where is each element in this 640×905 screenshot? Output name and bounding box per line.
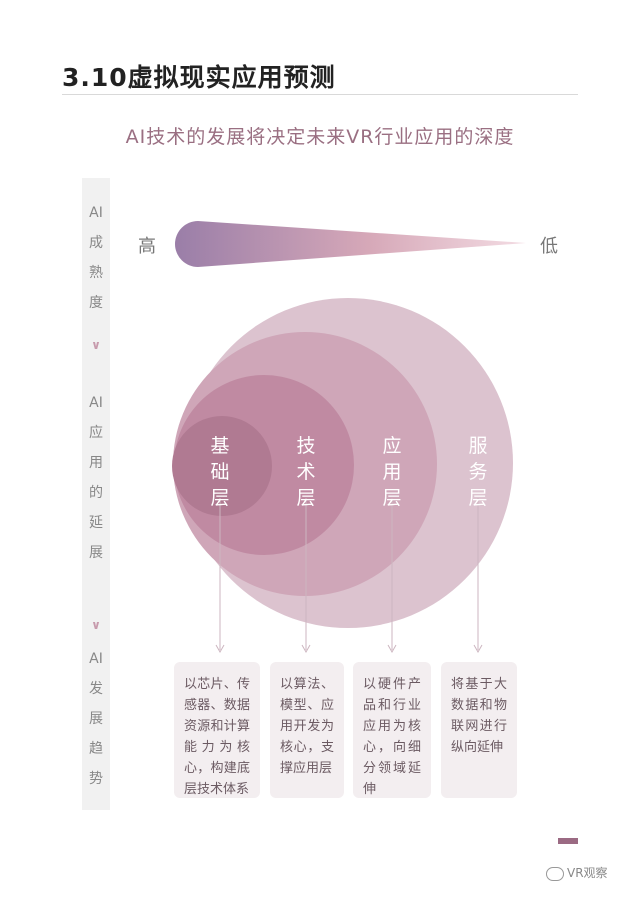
layer-char: 应 bbox=[382, 435, 402, 457]
connector-lines bbox=[215, 498, 483, 654]
description-box-technology: 以算法、模型、应用开发为核心，支撑应用层 bbox=[270, 662, 344, 798]
layer-char: 技 bbox=[296, 435, 316, 457]
watermark: VR观察 bbox=[546, 864, 608, 881]
label-char: 趋 bbox=[89, 741, 103, 757]
arrow-down-icon bbox=[387, 644, 397, 654]
label-char: 展 bbox=[89, 711, 103, 727]
layer-char: 术 bbox=[296, 461, 316, 483]
layer-label-technology: 技 术 层 bbox=[291, 433, 321, 511]
arrow-down-icon bbox=[473, 644, 483, 654]
chevron-down-icon: ∨ bbox=[91, 338, 101, 352]
layer-char: 础 bbox=[210, 461, 230, 483]
gradient-high-label: 高 bbox=[138, 236, 156, 257]
watermark-text: VR观察 bbox=[567, 866, 608, 880]
circle-foundation-layer bbox=[172, 416, 272, 516]
chevron-down-icon: ∨ bbox=[91, 618, 101, 632]
layer-label-application: 应 用 层 bbox=[377, 433, 407, 511]
gradient-low-label: 低 bbox=[540, 236, 558, 257]
page-title: 3.10虚拟现实应用预测 bbox=[62, 63, 336, 92]
description-box-foundation: 以芯片、传感器、数据资源和计算能力为核心，构建底层技术体系 bbox=[174, 662, 260, 798]
layer-char: 服 bbox=[468, 435, 488, 457]
label-char: AI bbox=[89, 651, 103, 667]
layer-char: 基 bbox=[210, 435, 230, 457]
label-char: AI bbox=[89, 205, 103, 221]
layer-char: 用 bbox=[382, 461, 402, 483]
maturity-gradient-wedge bbox=[175, 221, 526, 267]
description-box-application: 以硬件产品和行业应用为核心，向细分领域延伸 bbox=[353, 662, 431, 798]
layer-char: 层 bbox=[296, 487, 316, 509]
label-char: 应 bbox=[89, 425, 103, 441]
layer-char: 层 bbox=[382, 487, 402, 509]
label-ai-maturity: AI 成 熟 度 bbox=[82, 198, 110, 318]
label-char: 的 bbox=[89, 485, 103, 501]
label-char: 延 bbox=[89, 515, 103, 531]
label-char: AI bbox=[89, 395, 103, 411]
diagram-subtitle: AI技术的发展将决定未来VR行业应用的深度 bbox=[125, 126, 515, 148]
label-char: 势 bbox=[89, 771, 103, 787]
layer-char: 务 bbox=[468, 461, 488, 483]
label-char: 成 bbox=[89, 235, 103, 251]
description-box-service: 将基于大数据和物联网进行纵向延伸 bbox=[441, 662, 517, 798]
label-char: 度 bbox=[89, 295, 103, 311]
wechat-icon bbox=[546, 866, 564, 881]
label-char: 发 bbox=[89, 681, 103, 697]
left-axis-bar bbox=[82, 178, 110, 810]
arrow-down-icon bbox=[215, 644, 225, 654]
layer-char: 层 bbox=[468, 487, 488, 509]
label-ai-extension: AI 应 用 的 延 展 bbox=[82, 388, 110, 568]
label-char: 展 bbox=[89, 545, 103, 561]
title-divider bbox=[62, 94, 578, 95]
footer-accent-bar bbox=[558, 838, 578, 844]
layer-label-foundation: 基 础 层 bbox=[205, 433, 235, 511]
label-char: 熟 bbox=[89, 265, 103, 281]
label-ai-trend: AI 发 展 趋 势 bbox=[82, 644, 110, 794]
layer-label-service: 服 务 层 bbox=[463, 433, 493, 511]
layer-char: 层 bbox=[210, 487, 230, 509]
label-char: 用 bbox=[89, 455, 103, 471]
arrow-down-icon bbox=[301, 644, 311, 654]
